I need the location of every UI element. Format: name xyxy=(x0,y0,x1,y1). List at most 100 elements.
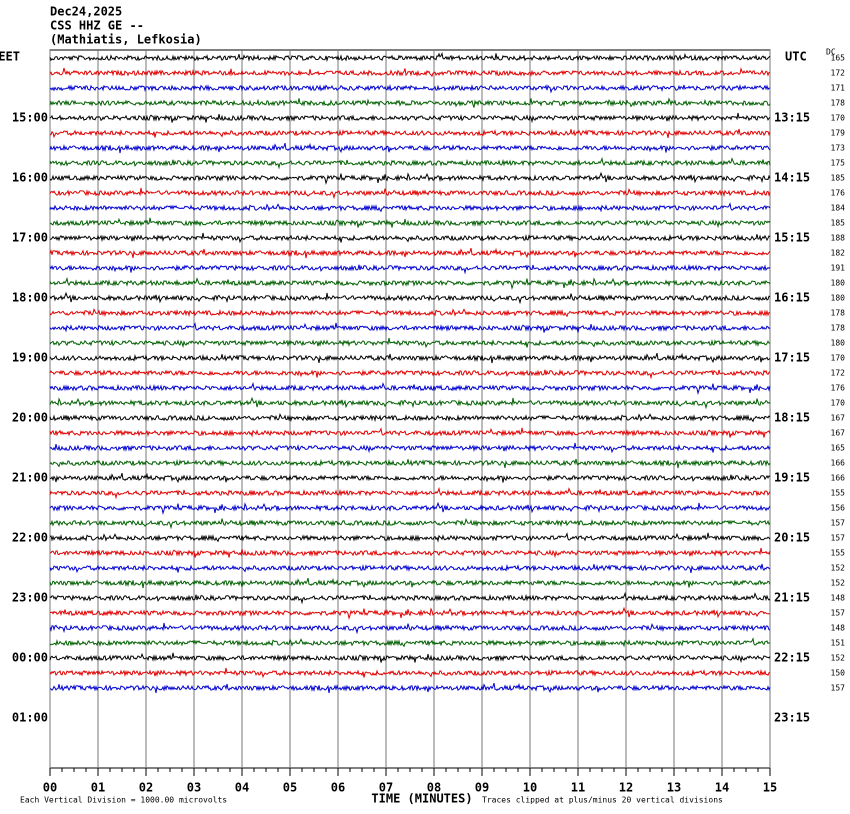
footnote-right: Traces clipped at plus/minus 20 vertical… xyxy=(482,796,723,805)
dc-offset: 157 xyxy=(831,684,846,693)
seismic-trace xyxy=(49,458,771,469)
seismic-trace xyxy=(49,142,771,154)
seismic-trace xyxy=(49,128,771,139)
left-time-label: 23:00 xyxy=(12,591,48,605)
dc-offset: 155 xyxy=(831,489,846,498)
seismic-trace xyxy=(49,637,771,648)
dc-offset: 155 xyxy=(831,549,846,558)
dc-offset: 175 xyxy=(831,159,846,168)
right-time-label: 16:15 xyxy=(774,291,810,305)
left-time-label: 15:00 xyxy=(12,111,48,125)
left-time-label: 16:00 xyxy=(12,171,48,185)
seismic-trace xyxy=(49,442,771,454)
dc-offset: 172 xyxy=(831,69,846,78)
seismic-trace xyxy=(49,577,771,589)
seismic-trace xyxy=(49,263,771,275)
seismic-trace xyxy=(49,396,771,410)
right-time-label: 21:15 xyxy=(774,591,810,605)
dc-offset: 180 xyxy=(831,339,846,348)
seismic-trace xyxy=(49,97,771,108)
dc-offset: 151 xyxy=(831,639,846,648)
dc-offset: 170 xyxy=(831,114,846,123)
seismic-trace xyxy=(49,171,771,185)
dc-offset: 167 xyxy=(831,414,846,423)
dc-offset: 178 xyxy=(831,309,846,318)
seismic-trace xyxy=(49,622,771,635)
x-tick-label: 06 xyxy=(331,781,345,795)
dc-offset: 173 xyxy=(831,144,846,153)
seismic-trace xyxy=(49,427,771,438)
seismic-trace xyxy=(49,322,771,333)
right-time-label: 20:15 xyxy=(774,531,810,545)
dc-offset: 179 xyxy=(831,129,846,138)
x-tick-label: 04 xyxy=(235,781,249,795)
dc-offset: 170 xyxy=(831,399,846,408)
dc-offset: 148 xyxy=(831,594,846,603)
seismic-trace xyxy=(49,352,771,364)
seismic-trace xyxy=(49,517,771,530)
left-time-label: 22:00 xyxy=(12,531,48,545)
title-line: CSS HHZ GE -- xyxy=(50,19,144,33)
dc-offset: 176 xyxy=(831,384,846,393)
left-header: EET xyxy=(0,50,20,64)
seismic-trace xyxy=(50,547,771,559)
title-line: Dec24,2025 xyxy=(50,5,122,19)
right-time-label: 17:15 xyxy=(774,351,810,365)
x-tick-label: 00 xyxy=(43,781,57,795)
x-axis-label: TIME (MINUTES) xyxy=(371,792,472,806)
seismic-trace xyxy=(49,247,771,259)
seismic-trace xyxy=(49,667,771,679)
right-time-label: 14:15 xyxy=(774,171,810,185)
right-header: UTC xyxy=(785,50,807,64)
dc-offset: 166 xyxy=(831,459,846,468)
dc-offset: 178 xyxy=(831,324,846,333)
x-tick-label: 14 xyxy=(715,781,729,795)
dc-offset: 148 xyxy=(831,624,846,633)
seismic-trace xyxy=(49,563,771,574)
dc-offset: 150 xyxy=(831,669,846,678)
x-tick-label: 10 xyxy=(523,781,537,795)
seismic-trace xyxy=(49,291,771,305)
seismic-trace xyxy=(49,217,771,229)
footnote-left: Each Vertical Division = 1000.00 microvo… xyxy=(20,796,227,805)
dc-offset: 152 xyxy=(831,579,846,588)
x-tick-label: 07 xyxy=(379,781,393,795)
left-time-label: 01:00 xyxy=(12,711,48,725)
seismic-trace xyxy=(49,381,771,395)
left-time-label: 00:00 xyxy=(12,651,48,665)
seismic-trace xyxy=(49,51,771,63)
seismic-trace xyxy=(49,202,771,213)
dc-offset: 185 xyxy=(831,174,846,183)
seismic-trace xyxy=(49,472,771,484)
seismic-trace xyxy=(49,112,771,124)
seismic-trace xyxy=(49,307,770,318)
dc-header: DC xyxy=(826,48,836,57)
right-time-label: 22:15 xyxy=(774,651,810,665)
dc-offset: 152 xyxy=(831,654,846,663)
right-time-label: 13:15 xyxy=(774,111,810,125)
x-tick-label: 08 xyxy=(427,781,441,795)
x-tick-label: 02 xyxy=(139,781,153,795)
title-line: (Mathiatis, Lefkosia) xyxy=(50,33,202,47)
dc-offset: 165 xyxy=(831,54,846,63)
dc-offset: 156 xyxy=(831,504,846,513)
dc-offset: 165 xyxy=(831,444,846,453)
left-time-label: 19:00 xyxy=(12,351,48,365)
seismic-trace xyxy=(49,187,771,200)
right-time-label: 15:15 xyxy=(774,231,810,245)
x-tick-label: 03 xyxy=(187,781,201,795)
dc-offset: 152 xyxy=(831,564,846,573)
dc-offset: 157 xyxy=(831,534,846,543)
right-time-label: 18:15 xyxy=(774,411,810,425)
seismic-trace xyxy=(49,501,771,515)
seismic-trace xyxy=(50,232,771,244)
dc-offset: 185 xyxy=(831,219,846,228)
dc-offset: 171 xyxy=(831,84,846,93)
x-tick-label: 11 xyxy=(571,781,585,795)
dc-offset: 178 xyxy=(831,99,846,108)
dc-offset: 188 xyxy=(831,234,846,243)
dc-offset: 180 xyxy=(831,279,846,288)
dc-offset: 182 xyxy=(831,249,846,258)
dc-offset: 176 xyxy=(831,189,846,198)
x-tick-label: 05 xyxy=(283,781,297,795)
